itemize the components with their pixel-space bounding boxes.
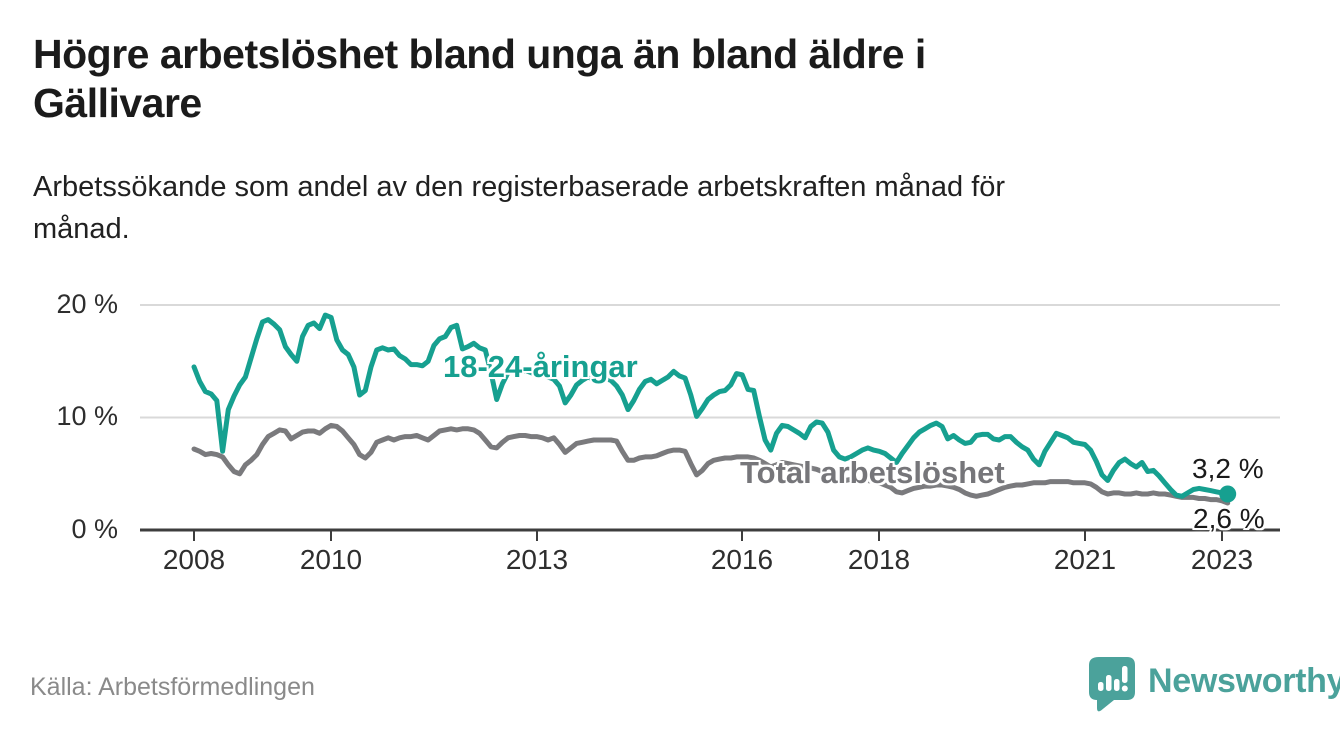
y-tick-20: 20 % [56,289,118,319]
y-tick-0: 0 % [71,514,118,544]
newsworthy-logo-text: Newsworthy [1148,662,1340,700]
gridlines [140,304,1280,419]
x-tick-2013: 2013 [505,544,569,575]
x-axis [140,528,1280,541]
chart-subtitle-line2: månad. [33,213,130,245]
end-value-total: 2,6 % [1193,503,1265,534]
end-dot-youth [1219,485,1237,503]
y-tick-10: 10 % [56,401,118,431]
brand-logo: Newsworthy [1088,656,1340,712]
x-tick-2016: 2016 [710,544,774,575]
series-label-youth: 18-24-åringar [443,349,638,384]
source-note: Källa: Arbetsförmedlingen [30,673,315,701]
x-tick-2023: 2023 [1190,544,1254,575]
newsworthy-logo-icon [1089,657,1135,712]
x-tick-2021: 2021 [1053,544,1117,575]
page-title-line1: Högre arbetslöshet bland unga än bland ä… [33,31,926,77]
chart-subtitle-line1: Arbetssökande som andel av den registerb… [33,171,1006,203]
end-value-youth: 3,2 % [1192,453,1264,484]
page-title: Högre arbetslöshet bland unga än bland ä… [33,30,1273,128]
x-tick-2008: 2008 [162,544,226,575]
series-layer [191,312,1231,506]
series-line-youth [191,312,1231,499]
series-label-total: Total arbetslöshet [740,455,1005,490]
series-line-total [191,422,1231,506]
page-title-line2: Gällivare [33,80,202,126]
x-tick-2010: 2010 [299,544,363,575]
end-marker-layer [1219,485,1237,503]
chart-subtitle: Arbetssökande som andel av den registerb… [33,166,1273,250]
x-tick-2018: 2018 [847,544,911,575]
